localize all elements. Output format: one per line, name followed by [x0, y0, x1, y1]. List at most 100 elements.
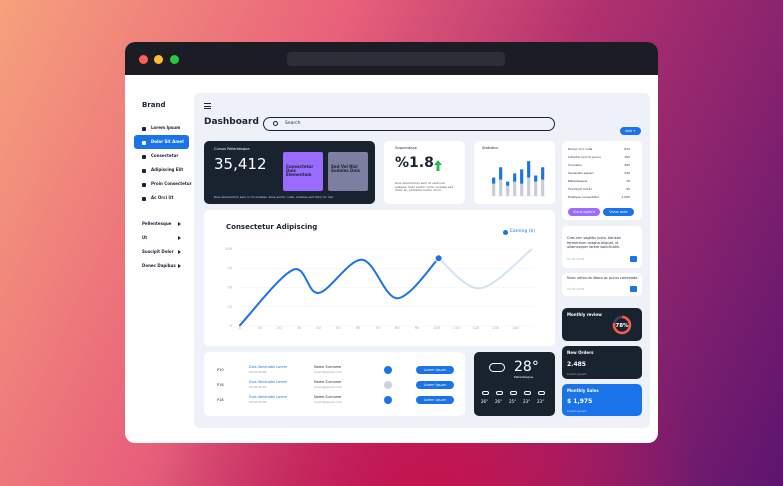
maximize-dot[interactable]: [170, 55, 179, 64]
url-bar[interactable]: [287, 52, 505, 66]
growth-value: %1.8: [395, 155, 434, 171]
row-email: lorem@ipsum.com: [314, 370, 343, 374]
list-label: Tincidunt morbi: [568, 187, 592, 191]
menu-item[interactable]: Proin Consectetur: [151, 181, 192, 186]
y-tick-label: 50: [228, 286, 232, 290]
list-value: 76: [626, 179, 630, 183]
message-card: [562, 273, 642, 296]
list-button[interactable]: Vivus ante: [603, 208, 634, 216]
y-tick-label: 100: [225, 247, 232, 251]
x-tick-label: 80: [395, 326, 399, 330]
bar: [520, 169, 524, 184]
menu-icon: [142, 196, 146, 201]
menu-group[interactable]: Donec Dapibus: [142, 263, 176, 268]
weather-place: Pellentesque: [514, 375, 534, 379]
list-button[interactable]: Vivus aptent: [568, 208, 600, 216]
bar: [520, 183, 524, 196]
line: [437, 248, 533, 290]
menu-icon-mid: [204, 105, 211, 107]
list-label: Venenatis sapien: [568, 171, 594, 175]
line: [239, 257, 440, 327]
menu-icon: [142, 154, 146, 159]
x-tick-label: 60: [356, 326, 360, 330]
list-value: 150: [624, 155, 630, 159]
weather-card: [474, 352, 555, 416]
bar: [492, 177, 496, 184]
list-label: Donec orci nulla: [568, 147, 593, 151]
legend-label[interactable]: Earning ($): [510, 229, 535, 234]
expand-arrow[interactable]: [178, 250, 181, 254]
row-title: Duis Venenatis Lorem: [249, 395, 288, 399]
menu-group[interactable]: Ut: [142, 235, 148, 240]
active-item: [134, 135, 189, 149]
menu-group[interactable]: Pellentesque: [142, 221, 172, 226]
y-tick-label: 0: [230, 324, 232, 328]
day-icon: [482, 391, 489, 395]
message-card: [562, 226, 642, 268]
row-status: [384, 396, 392, 404]
list-card: [562, 141, 642, 220]
expand-arrow[interactable]: [178, 264, 181, 268]
menu-item[interactable]: Ac Orci Ut: [151, 195, 174, 200]
day-icon: [524, 391, 531, 395]
menu-icon[interactable]: [204, 103, 211, 109]
bar: [506, 181, 510, 186]
x-tick-label: 90: [415, 326, 419, 330]
bar: [499, 167, 503, 180]
bar: [527, 161, 531, 178]
tile-label: Sed Vel Nisl Sodales Duis: [331, 164, 360, 173]
list-value: 45: [626, 187, 630, 191]
row-action[interactable]: Lorem Ipsum: [416, 366, 454, 374]
review-card: [562, 308, 642, 341]
menu-icon: [142, 140, 146, 145]
add-button[interactable]: Add +: [620, 127, 641, 135]
row-title: Duis Venenatis Lorem: [249, 380, 288, 384]
x-tick-label: 30: [297, 326, 301, 330]
list-label: Pellentesque: [568, 179, 588, 183]
row-action[interactable]: Lorem Ipsum: [416, 396, 454, 404]
row-name: Nome Surname: [314, 380, 342, 384]
bar: [534, 181, 538, 196]
sales-card: [562, 384, 642, 416]
x-tick-label: 120: [473, 326, 480, 330]
x-tick-label: 130: [492, 326, 499, 330]
menu-item[interactable]: Adipiscing Elit: [151, 167, 184, 172]
list-value: 490: [624, 163, 630, 167]
day-icon: [496, 391, 503, 395]
row-status: [384, 381, 392, 389]
legend-swatch: [503, 230, 508, 235]
list-value: 1,005: [621, 195, 630, 199]
menu-item[interactable]: Dolor Sit Amet: [151, 139, 184, 144]
statistics-title: Statistics: [482, 146, 498, 150]
y-tick-label: 25: [228, 305, 232, 309]
weather-cloud: [489, 363, 505, 372]
expand-arrow[interactable]: [178, 222, 181, 226]
menu-item[interactable]: Consectetur: [151, 153, 179, 158]
bar: [506, 185, 510, 196]
menu-item[interactable]: Lorem Ipsum: [151, 125, 181, 130]
menu-icon: [142, 168, 146, 173]
tile: [328, 152, 368, 191]
orders-card: [562, 346, 642, 379]
donut-arc: [612, 315, 632, 335]
message-button[interactable]: [630, 256, 637, 262]
list-label: Convallis: [568, 163, 582, 167]
list-value: 670: [624, 147, 630, 151]
row-email: lorem@ipsum.com: [314, 400, 343, 404]
weather-temp: 28°: [514, 359, 539, 375]
search-icon: [273, 121, 278, 126]
x-tick-label: 110: [453, 326, 460, 330]
growth-title: Suspendisse: [395, 146, 417, 150]
menu-group[interactable]: Suscipit Dolor: [142, 249, 174, 254]
x-tick-label: 100: [433, 326, 440, 330]
search-box[interactable]: [263, 117, 555, 131]
x-tick-label: 70: [375, 326, 379, 330]
row-id: P18: [217, 382, 224, 387]
minimize-dot[interactable]: [154, 55, 163, 64]
bar: [513, 173, 517, 182]
message-button[interactable]: [630, 286, 637, 292]
close-dot[interactable]: [139, 55, 148, 64]
row-action[interactable]: Lorem Ipsum: [416, 381, 454, 389]
expand-arrow[interactable]: [178, 236, 181, 240]
day-icon: [538, 391, 545, 395]
